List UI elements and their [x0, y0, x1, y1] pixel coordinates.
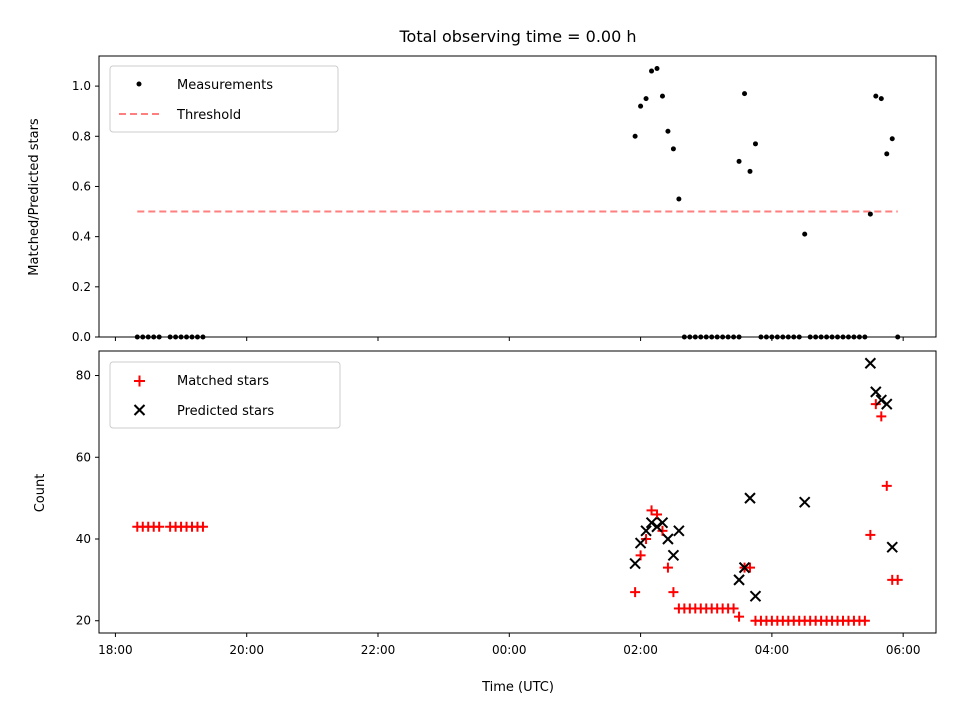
matched-star-point [635, 550, 646, 561]
matched-star-point [646, 505, 657, 516]
bottom-y-tick-label: 40 [76, 532, 91, 546]
matched-star-point [728, 603, 739, 614]
x-tick-label: 00:00 [492, 643, 527, 657]
top-legend: Measurements Threshold [109, 65, 339, 133]
predicted-star-point [881, 398, 893, 410]
legend-marker-predicted [133, 404, 146, 416]
top-axes-frame [98, 55, 937, 338]
measurement-point [747, 168, 753, 174]
bottom-y-tick-label: 80 [76, 369, 91, 383]
matched-star-point [652, 509, 662, 520]
bottom-y-tick-label: 60 [76, 450, 91, 464]
measurement-point [802, 231, 808, 237]
top-y-tick-label: 0.8 [72, 129, 91, 143]
matched-star-point [859, 615, 870, 626]
predicted-star-point [886, 541, 898, 553]
top-y-tick-label: 0.0 [72, 330, 91, 344]
matched-star-point [865, 529, 876, 540]
matched-star-point [668, 587, 679, 598]
legend-marker-measurements [136, 81, 142, 87]
predicted-star-point [634, 537, 647, 549]
matched-star-point [197, 521, 208, 532]
top-y-tick-label: 0.2 [72, 280, 91, 294]
predicted-star-point [749, 590, 762, 602]
top-legend-box [109, 65, 339, 133]
measurement-point [665, 128, 671, 134]
top-y-tick-label: 0.6 [72, 179, 91, 193]
legend-label-matched: Matched stars [177, 374, 269, 389]
matched-star-point [745, 562, 755, 573]
measurement-point [649, 68, 655, 74]
measurement-point [867, 211, 873, 217]
bottom-y-tick-label: 20 [76, 614, 91, 628]
legend-label-predicted: Predicted stars [177, 404, 274, 419]
measurement-point [670, 146, 676, 152]
predicted-star-point [629, 557, 641, 570]
measurement-point [643, 96, 649, 102]
predicted-star-point [656, 516, 669, 529]
measurement-point [676, 196, 682, 202]
bottom-axes-frame [98, 350, 937, 634]
legend-label-threshold: Threshold [176, 108, 241, 123]
predicted-star-point [673, 525, 685, 537]
x-tick-label: 22:00 [361, 643, 396, 657]
bottom-legend: Matched stars Predicted stars [109, 361, 341, 429]
matched-star-point [892, 574, 903, 585]
measurement-point [889, 136, 895, 142]
predicted-star-point [870, 386, 882, 398]
matched-star-point [154, 521, 165, 532]
top-y-tick-label: 1.0 [72, 79, 91, 93]
chart-title: Total observing time = 0.00 h [398, 27, 636, 46]
measurement-point [873, 93, 879, 99]
legend-label-measurements: Measurements [177, 78, 273, 93]
matched-star-point [662, 562, 673, 573]
bottom-plot-area [132, 357, 903, 626]
measurement-point [632, 133, 638, 139]
measurement-point [884, 151, 890, 157]
top-y-tick-label: 0.4 [72, 230, 91, 244]
legend-marker-matched [134, 375, 145, 387]
x-tick-label: 20:00 [229, 643, 264, 657]
bottom-legend-box [109, 361, 341, 429]
predicted-star-point [667, 549, 680, 562]
predicted-star-point [798, 496, 811, 508]
x-axis-label: Time (UTC) [481, 680, 554, 695]
x-tick-label: 18:00 [98, 643, 133, 657]
top-y-axis-label: Matched/Predicted stars [27, 118, 42, 276]
measurement-point [654, 66, 660, 72]
measurement-point [878, 96, 884, 102]
measurement-point [752, 141, 758, 147]
predicted-star-point [733, 574, 745, 586]
predicted-star-point [744, 492, 756, 504]
x-tick-label: 06:00 [886, 643, 921, 657]
measurement-point [659, 93, 665, 99]
measurement-point [638, 103, 644, 109]
predicted-star-point [640, 525, 652, 537]
x-tick-label: 02:00 [623, 643, 658, 657]
matched-star-point [630, 587, 641, 598]
predicted-star-point [864, 357, 877, 369]
x-tick-label: 04:00 [755, 643, 790, 657]
measurement-point [742, 91, 748, 97]
matched-star-point [876, 411, 887, 422]
measurement-point [736, 158, 742, 164]
predicted-star-point [738, 561, 751, 574]
predicted-star-point [662, 533, 674, 545]
bottom-y-axis-label: Count [33, 474, 48, 513]
matched-star-point [881, 480, 892, 491]
matched-star-point [734, 611, 745, 622]
